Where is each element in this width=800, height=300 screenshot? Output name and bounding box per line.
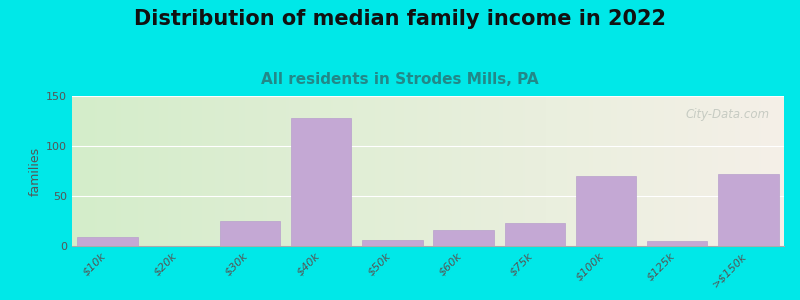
Bar bbox=[576, 176, 636, 246]
Y-axis label: families: families bbox=[29, 146, 42, 196]
Text: City-Data.com: City-Data.com bbox=[686, 108, 770, 121]
Bar bbox=[220, 221, 280, 246]
Bar bbox=[718, 174, 778, 246]
Bar bbox=[78, 237, 138, 246]
Text: All residents in Strodes Mills, PA: All residents in Strodes Mills, PA bbox=[261, 72, 539, 87]
Bar bbox=[291, 118, 351, 246]
Bar bbox=[505, 223, 565, 246]
Bar bbox=[434, 230, 494, 246]
Text: Distribution of median family income in 2022: Distribution of median family income in … bbox=[134, 9, 666, 29]
Bar bbox=[647, 241, 707, 246]
Bar bbox=[362, 240, 422, 246]
